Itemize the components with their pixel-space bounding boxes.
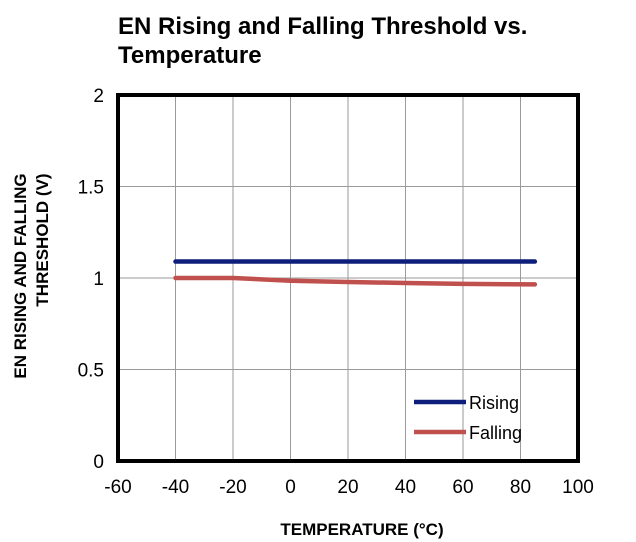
legend-label-falling: Falling bbox=[469, 423, 522, 443]
y-tick-label: 0 bbox=[93, 452, 104, 473]
x-tick-label: 0 bbox=[285, 477, 296, 498]
y-tick-label: 1 bbox=[93, 269, 104, 290]
y-tick-label: 2 bbox=[93, 86, 104, 107]
chart-title: EN Rising and Falling Threshold vs. Temp… bbox=[118, 13, 528, 69]
x-tick-label: 100 bbox=[562, 477, 594, 498]
x-tick-label: -20 bbox=[219, 477, 246, 498]
y-axis-title-line-2: THRESHOLD (V) bbox=[33, 173, 52, 306]
tick-labels: -60 -40 -20 0 20 40 60 80 100 0 0.5 1 1.5 2 bbox=[78, 86, 594, 498]
x-axis-title: TEMPERATURE (°C) bbox=[280, 520, 443, 539]
series-line-falling bbox=[173, 275, 538, 287]
x-tick-label: 60 bbox=[452, 477, 473, 498]
x-tick-label: -60 bbox=[104, 477, 131, 498]
x-tick-label: 20 bbox=[337, 477, 358, 498]
y-tick-label: 0.5 bbox=[78, 361, 104, 382]
x-tick-label: 80 bbox=[510, 477, 531, 498]
y-tick-label: 1.5 bbox=[78, 178, 104, 199]
legend: Rising Falling bbox=[414, 393, 522, 443]
grid-lines bbox=[118, 95, 578, 461]
y-axis-title-line-1: EN RISING AND FALLING bbox=[11, 173, 30, 378]
legend-label-rising: Rising bbox=[469, 393, 519, 413]
plot-border bbox=[116, 93, 580, 463]
series-lines bbox=[173, 259, 538, 287]
x-tick-label: -40 bbox=[162, 477, 189, 498]
x-tick-label: 40 bbox=[395, 477, 416, 498]
